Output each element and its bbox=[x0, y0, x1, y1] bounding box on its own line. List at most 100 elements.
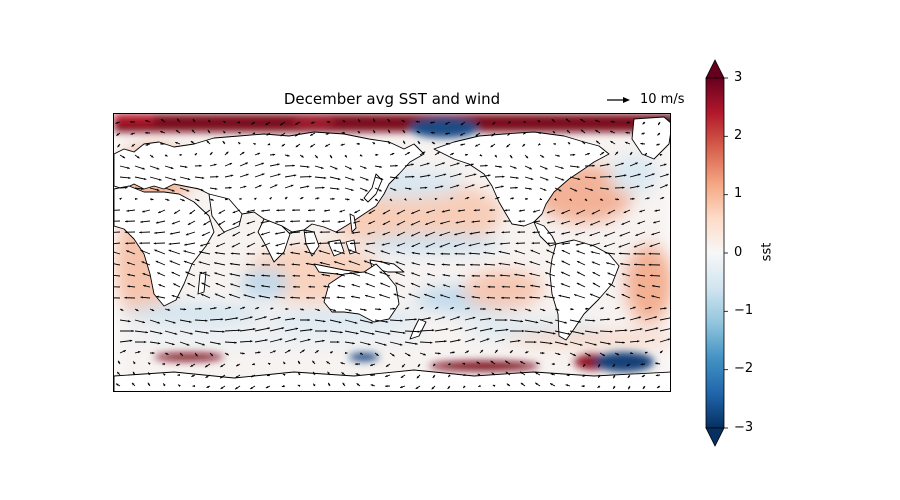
wind-arrow-head bbox=[173, 283, 176, 286]
wind-arrow-head bbox=[638, 173, 641, 176]
wind-arrow-head bbox=[140, 249, 143, 252]
wind-arrow-head bbox=[550, 383, 553, 386]
wind-arrow-head bbox=[127, 166, 130, 169]
wind-arrow-head bbox=[287, 154, 290, 157]
wind-arrow-head bbox=[561, 250, 565, 253]
wind-arrow-head bbox=[577, 165, 580, 169]
wind-arrow-head bbox=[194, 153, 197, 156]
wind-arrow-head bbox=[621, 222, 625, 225]
wind-arrow-head bbox=[290, 251, 293, 254]
wind-arrow-head bbox=[168, 242, 172, 246]
wind-arrow-head bbox=[126, 262, 130, 265]
wind-arrow bbox=[209, 330, 225, 333]
wind-arrow-head bbox=[128, 176, 131, 179]
wind-arrow-head bbox=[553, 142, 556, 146]
wind-arrow-head bbox=[250, 374, 254, 378]
wind-arrow-head bbox=[200, 293, 204, 296]
wind-arrow-head bbox=[382, 211, 386, 215]
wind-arrow-head bbox=[253, 197, 257, 201]
wind-arrow-head bbox=[145, 131, 148, 135]
wind-arrow-head bbox=[220, 376, 223, 379]
wind-arrow-head bbox=[177, 373, 180, 377]
wind-arrow-head bbox=[557, 154, 560, 157]
wind-arrow-head bbox=[487, 285, 491, 288]
wind-arrow-head bbox=[198, 251, 202, 254]
wind-arrow-head bbox=[545, 167, 548, 170]
wind-arrow-head bbox=[538, 131, 541, 135]
wind-arrow-head bbox=[517, 231, 520, 234]
wind-arrow-head bbox=[395, 164, 398, 167]
wind-arrow-head bbox=[522, 144, 525, 147]
wind-arrow-head bbox=[444, 340, 447, 343]
wind-arrow-head bbox=[192, 384, 195, 388]
wind-arrow-head bbox=[534, 340, 537, 344]
wind-arrow-head bbox=[178, 384, 181, 387]
wind-arrow-head bbox=[458, 173, 462, 176]
wind-arrow-head bbox=[115, 121, 118, 124]
wind-arrow-head bbox=[334, 242, 337, 245]
wind-arrow bbox=[554, 330, 571, 335]
wind-arrow-head bbox=[370, 373, 373, 377]
wind-arrow-head bbox=[157, 342, 161, 345]
wind-arrow-head bbox=[525, 351, 529, 354]
wind-arrow-head bbox=[250, 340, 253, 343]
wind-arrow-head bbox=[537, 331, 541, 334]
wind-arrow-head bbox=[323, 285, 326, 288]
wind-arrow-head bbox=[143, 340, 147, 344]
wind-arrow-head bbox=[287, 349, 291, 353]
wind-arrow-head bbox=[576, 261, 580, 264]
wind-arrow-head bbox=[473, 209, 477, 212]
wind-arrow-head bbox=[509, 155, 513, 159]
wind-arrow-head bbox=[243, 294, 247, 297]
wind-arrow-head bbox=[183, 250, 187, 253]
wind-arrow-head bbox=[594, 343, 597, 346]
wind-arrow-head bbox=[237, 329, 241, 332]
wind-arrow-head bbox=[225, 151, 229, 155]
wind-arrow-head bbox=[651, 295, 654, 298]
colorbar-tick-label: 3 bbox=[734, 70, 743, 85]
colorbar-tick-label: −3 bbox=[734, 420, 754, 435]
wind-arrow-head bbox=[485, 231, 489, 234]
wind-arrow-head bbox=[119, 197, 122, 201]
wind-arrow-head bbox=[516, 176, 519, 179]
wind-arrow-head bbox=[416, 375, 420, 379]
wind-arrow-head bbox=[156, 188, 160, 191]
wind-arrow-head bbox=[379, 165, 382, 168]
wind-arrow-head bbox=[183, 308, 187, 311]
wind-arrow-head bbox=[573, 353, 576, 356]
wind-arrow-head bbox=[158, 284, 162, 287]
wind-arrow-head bbox=[453, 244, 457, 247]
wind-arrow-head bbox=[523, 120, 526, 124]
wind-arrow-head bbox=[246, 173, 249, 176]
wind-arrow-head bbox=[591, 261, 595, 264]
wind-arrow-head bbox=[305, 220, 309, 223]
wind-arrow-head bbox=[234, 341, 237, 344]
wind-arrow-head bbox=[348, 249, 352, 252]
wind-arrow-head bbox=[514, 308, 517, 312]
wind-arrow-head bbox=[475, 144, 478, 147]
wind-arrow-head bbox=[621, 273, 625, 276]
wind-arrow-head bbox=[561, 260, 565, 263]
wind-arrow-head bbox=[606, 262, 609, 265]
wind-arrow-head bbox=[457, 274, 460, 277]
wind-arrow-head bbox=[545, 260, 549, 263]
wind-arrow bbox=[374, 330, 391, 335]
wind-arrow-head bbox=[593, 176, 597, 180]
wind-arrow-head bbox=[605, 223, 609, 226]
wind-arrow-head bbox=[199, 307, 202, 310]
wind-arrow-head bbox=[566, 373, 570, 377]
wind-arrow-head bbox=[186, 189, 190, 192]
wind-arrow-head bbox=[295, 134, 298, 137]
wind-arrow-head bbox=[298, 360, 301, 364]
wind-arrow-head bbox=[551, 362, 555, 366]
wind-arrow-head bbox=[638, 316, 642, 319]
wind-arrow-head bbox=[365, 178, 369, 181]
map-panel bbox=[113, 113, 671, 392]
wind-arrow-head bbox=[530, 177, 534, 180]
wind-arrow-head bbox=[485, 164, 488, 167]
wind-arrow-head bbox=[622, 186, 625, 189]
wind-arrow-head bbox=[131, 329, 134, 333]
wind-arrow-head bbox=[442, 273, 446, 277]
wind-arrow-head bbox=[141, 187, 144, 190]
wind-arrow-head bbox=[561, 211, 564, 214]
